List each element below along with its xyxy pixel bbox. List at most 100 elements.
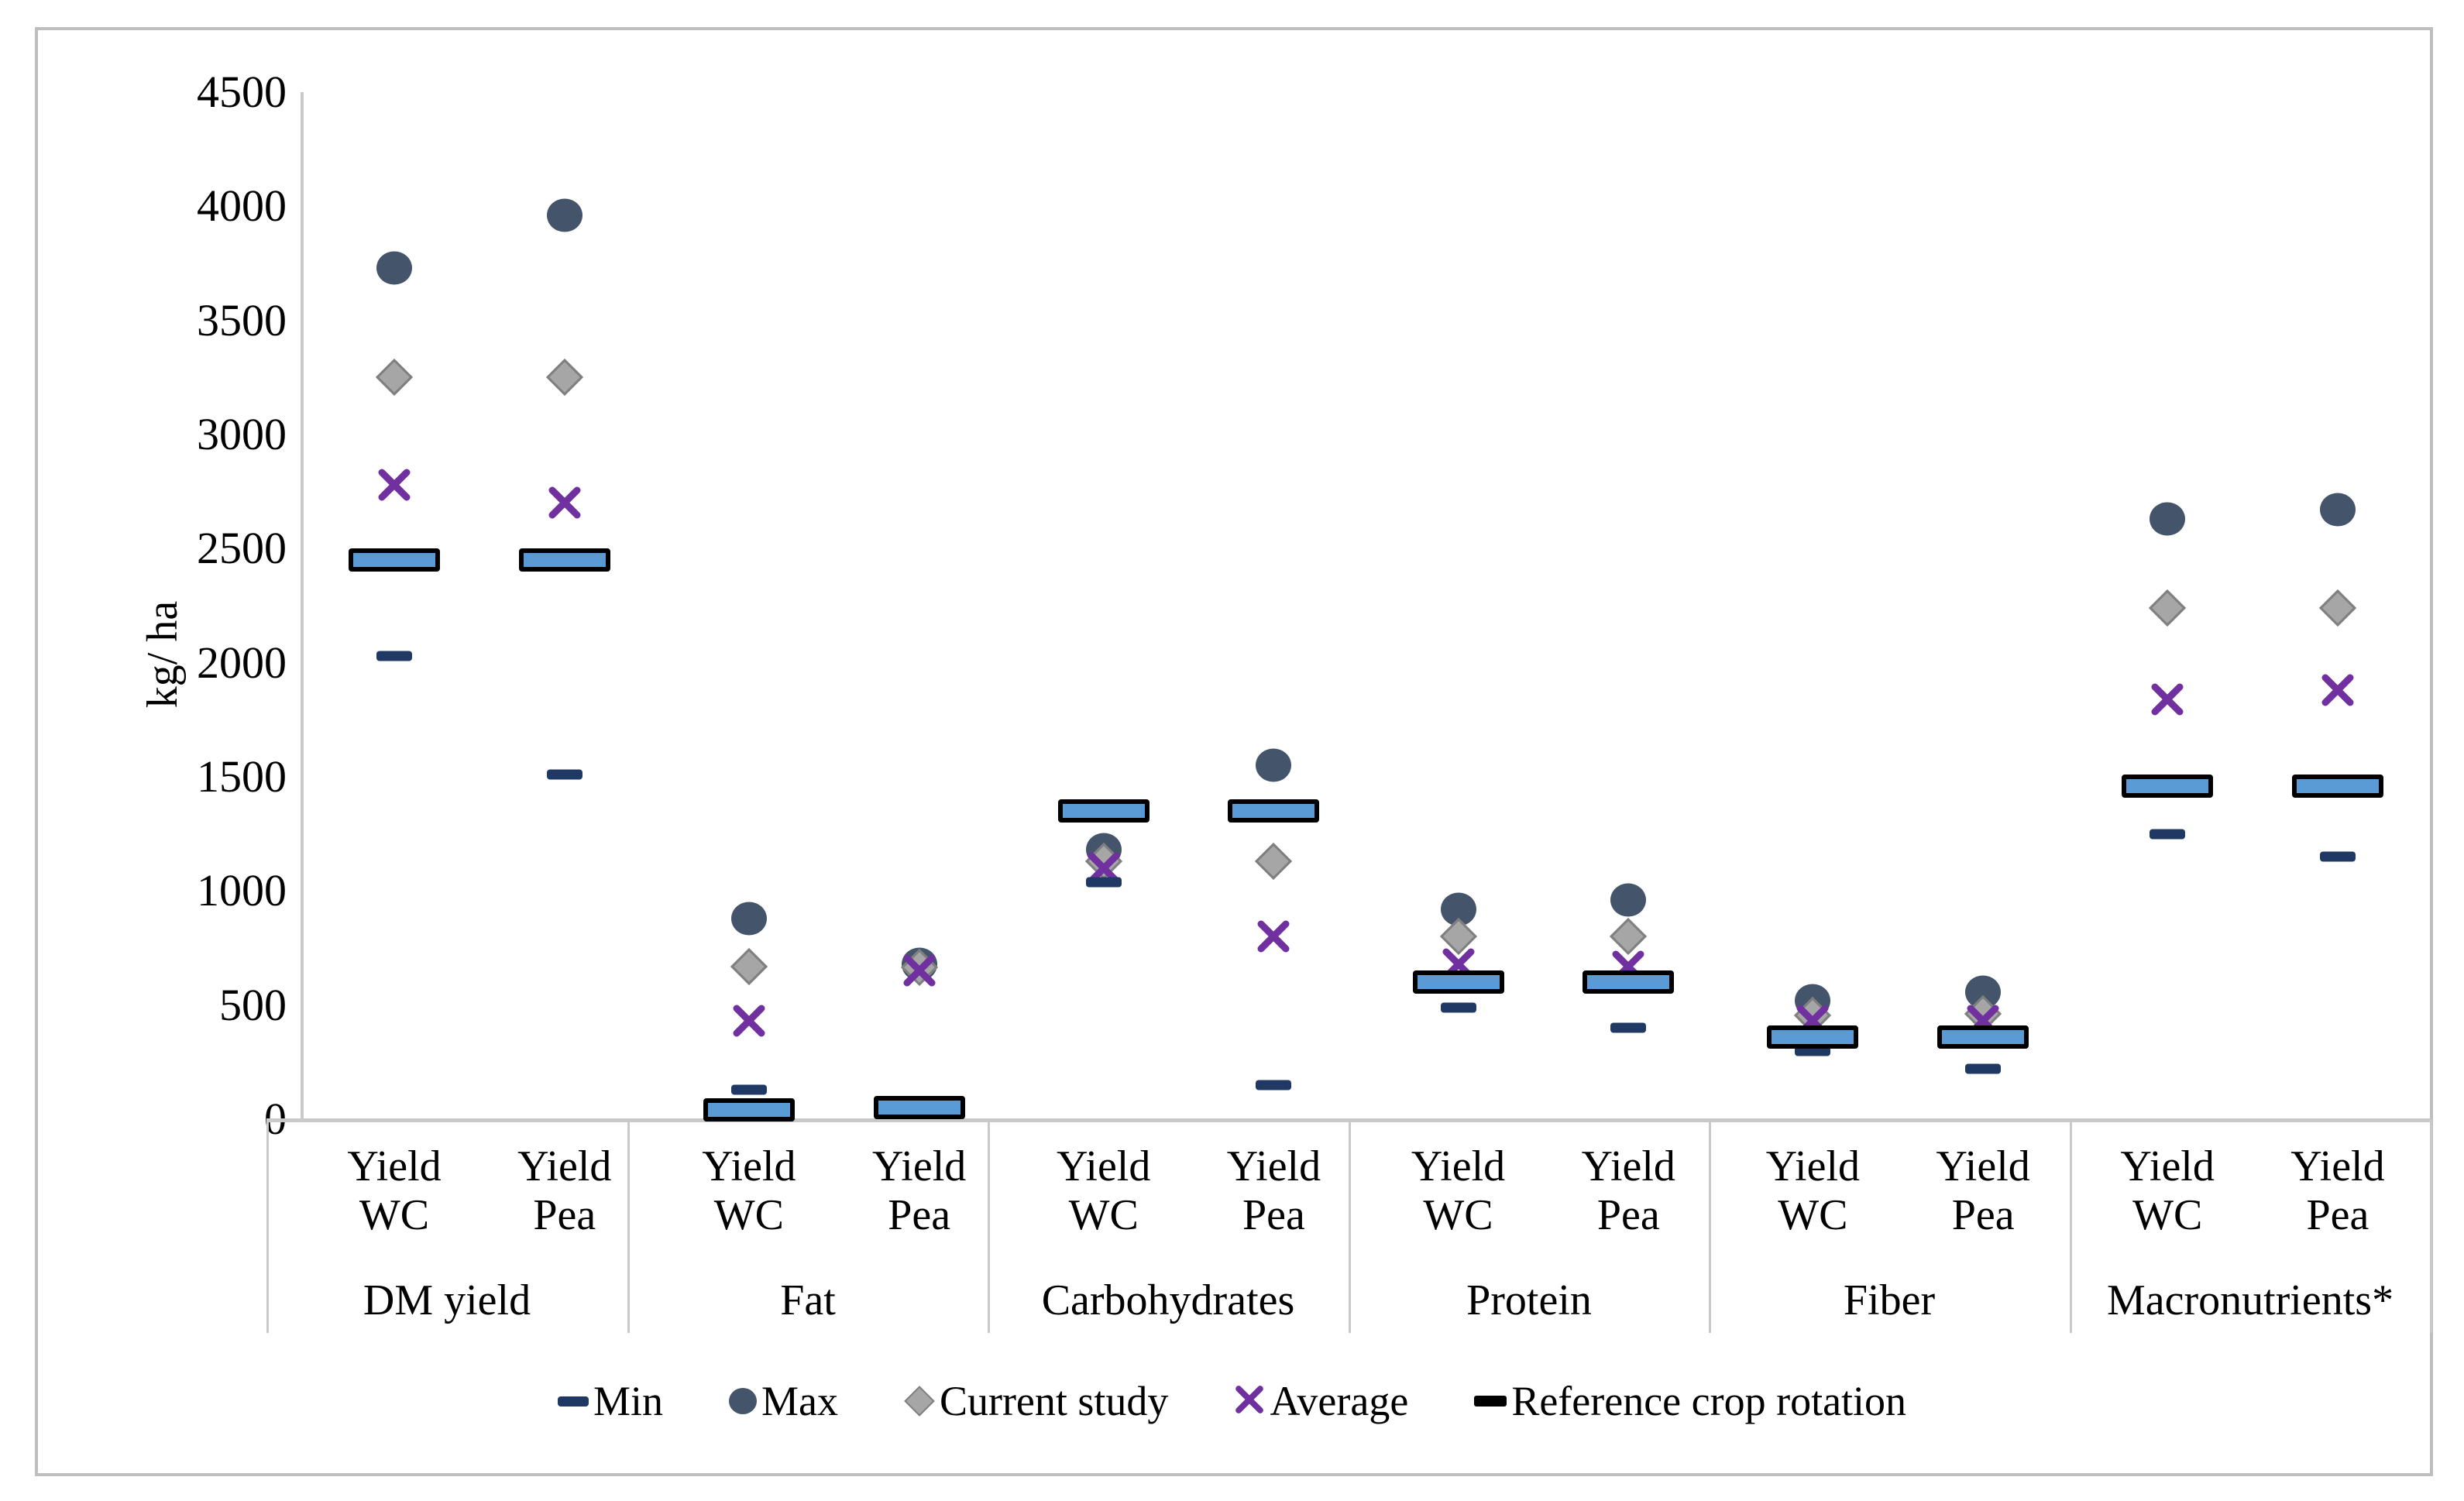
series-label-line: Pea xyxy=(1951,1191,2015,1239)
average-marker xyxy=(1086,850,1122,886)
series-label-line: Yield xyxy=(871,1142,967,1190)
group-label: Fiber xyxy=(1843,1276,1936,1324)
series-label-line: Pea xyxy=(1242,1191,1305,1239)
series-label-line: WC xyxy=(1778,1191,1848,1239)
series-label: Yield Pea xyxy=(1180,1142,1366,1240)
max-marker xyxy=(2319,493,2356,527)
category-separator xyxy=(2070,1119,2072,1333)
reference-crop-rotation-marker xyxy=(349,548,441,572)
current-study-marker xyxy=(545,359,583,397)
legend-item-diamond: Current study xyxy=(904,1377,1168,1425)
x-axis-line xyxy=(266,1118,2430,1122)
series-label-line: Yield xyxy=(517,1142,612,1190)
legend-label: Min xyxy=(593,1378,663,1424)
category-separator xyxy=(1349,1119,1351,1333)
series-label: Yield Pea xyxy=(472,1142,658,1240)
series-label-line: Yield xyxy=(702,1142,796,1190)
reference-crop-rotation-marker xyxy=(1228,799,1320,823)
min-marker xyxy=(2319,851,2356,862)
series-label: Yield Pea xyxy=(2245,1142,2431,1240)
legend-label: Reference crop rotation xyxy=(1511,1378,1907,1424)
series-label-line: Yield xyxy=(1581,1142,1675,1190)
min-marker xyxy=(1440,1002,1476,1013)
min-marker xyxy=(376,651,413,661)
max-marker xyxy=(546,198,582,232)
series-label-line: Yield xyxy=(1057,1142,1151,1190)
series-label-line: Yield xyxy=(1765,1142,1861,1190)
min-marker xyxy=(1085,877,1122,888)
y-axis-tick-label: 1000 xyxy=(197,865,287,916)
group-label: Carbohydrates xyxy=(1041,1276,1295,1324)
series-label-line: WC xyxy=(1068,1191,1139,1239)
average-marker xyxy=(2320,672,2356,708)
current-study-marker xyxy=(375,359,414,397)
average-marker xyxy=(902,953,937,988)
legend-label: Current study xyxy=(939,1378,1169,1424)
legend-item-dash: Min xyxy=(557,1377,663,1425)
group-label: Protein xyxy=(1466,1276,1592,1324)
reference-crop-rotation-marker xyxy=(2291,774,2383,798)
average-marker xyxy=(547,485,582,520)
y-axis-tick-label: 3500 xyxy=(197,294,287,345)
reference-crop-rotation-marker xyxy=(2122,774,2214,798)
y-axis-tick-label: 0 xyxy=(116,1093,287,1146)
legend-label: Average xyxy=(1270,1378,1409,1424)
current-study-marker xyxy=(1255,842,1293,881)
legend-item-circle: Max xyxy=(728,1377,838,1425)
current-study-marker xyxy=(2149,589,2187,627)
y-axis-tick-label: 2500 xyxy=(197,523,287,574)
series-label: Yield WC xyxy=(2074,1142,2260,1240)
current-study-marker xyxy=(2318,589,2356,627)
y-axis-tick-label: 4500 xyxy=(197,67,287,117)
dash-legend-icon xyxy=(557,1396,589,1407)
y-axis-line xyxy=(301,92,304,1119)
max-marker xyxy=(730,902,767,936)
reference-crop-rotation-marker xyxy=(1767,1025,1859,1049)
reference-crop-rotation-marker xyxy=(1937,1025,2029,1049)
reference-crop-rotation-marker xyxy=(1412,970,1504,994)
series-label: Yield WC xyxy=(1366,1142,1552,1240)
series-label-line: Pea xyxy=(533,1191,596,1239)
circle-legend-icon xyxy=(728,1388,757,1414)
category-separator xyxy=(988,1119,990,1333)
series-label: Yield Pea xyxy=(826,1142,1012,1240)
series-label-line: WC xyxy=(359,1191,430,1239)
group-label: DM yield xyxy=(363,1276,531,1324)
diamond-legend-icon xyxy=(904,1386,935,1417)
series-label: Yield WC xyxy=(301,1142,487,1240)
series-label: Yield Pea xyxy=(1535,1142,1721,1240)
min-marker xyxy=(1256,1080,1292,1091)
min-marker xyxy=(1965,1063,2002,1074)
reference-crop-rotation-marker xyxy=(1583,970,1675,994)
reference-crop-rotation-marker xyxy=(518,548,610,572)
min-marker xyxy=(2150,829,2186,840)
reference-crop-rotation-marker xyxy=(873,1096,965,1120)
y-axis-tick-label: 1500 xyxy=(197,751,287,802)
series-label: Yield Pea xyxy=(1890,1142,2076,1240)
min-marker xyxy=(730,1084,767,1095)
current-study-marker xyxy=(730,947,768,985)
average-marker xyxy=(1256,919,1291,954)
y-axis-tick-label: 4000 xyxy=(197,180,287,232)
max-marker xyxy=(1610,883,1647,917)
group-label: Fat xyxy=(780,1276,836,1324)
legend-item-x: Average xyxy=(1234,1377,1408,1425)
y-axis-tick-label: 500 xyxy=(219,979,287,1030)
category-separator xyxy=(627,1119,630,1333)
group-label: Macronutrients* xyxy=(2106,1276,2394,1324)
category-separator xyxy=(266,1119,269,1333)
series-label-line: Yield xyxy=(1226,1142,1321,1190)
max-marker xyxy=(2150,502,2186,536)
bar-legend-icon xyxy=(1474,1396,1507,1407)
series-label-line: WC xyxy=(713,1191,784,1239)
y-axis-tick-label: 3000 xyxy=(197,409,287,459)
category-separator xyxy=(2430,1119,2432,1333)
series-label-line: Pea xyxy=(888,1191,951,1239)
y-axis-tick-label: 2000 xyxy=(197,637,287,688)
figure-frame xyxy=(35,27,2433,1476)
min-marker xyxy=(1610,1022,1647,1033)
series-label: Yield WC xyxy=(656,1142,842,1240)
reference-crop-rotation-marker xyxy=(703,1098,795,1122)
reference-crop-rotation-marker xyxy=(1057,799,1150,823)
